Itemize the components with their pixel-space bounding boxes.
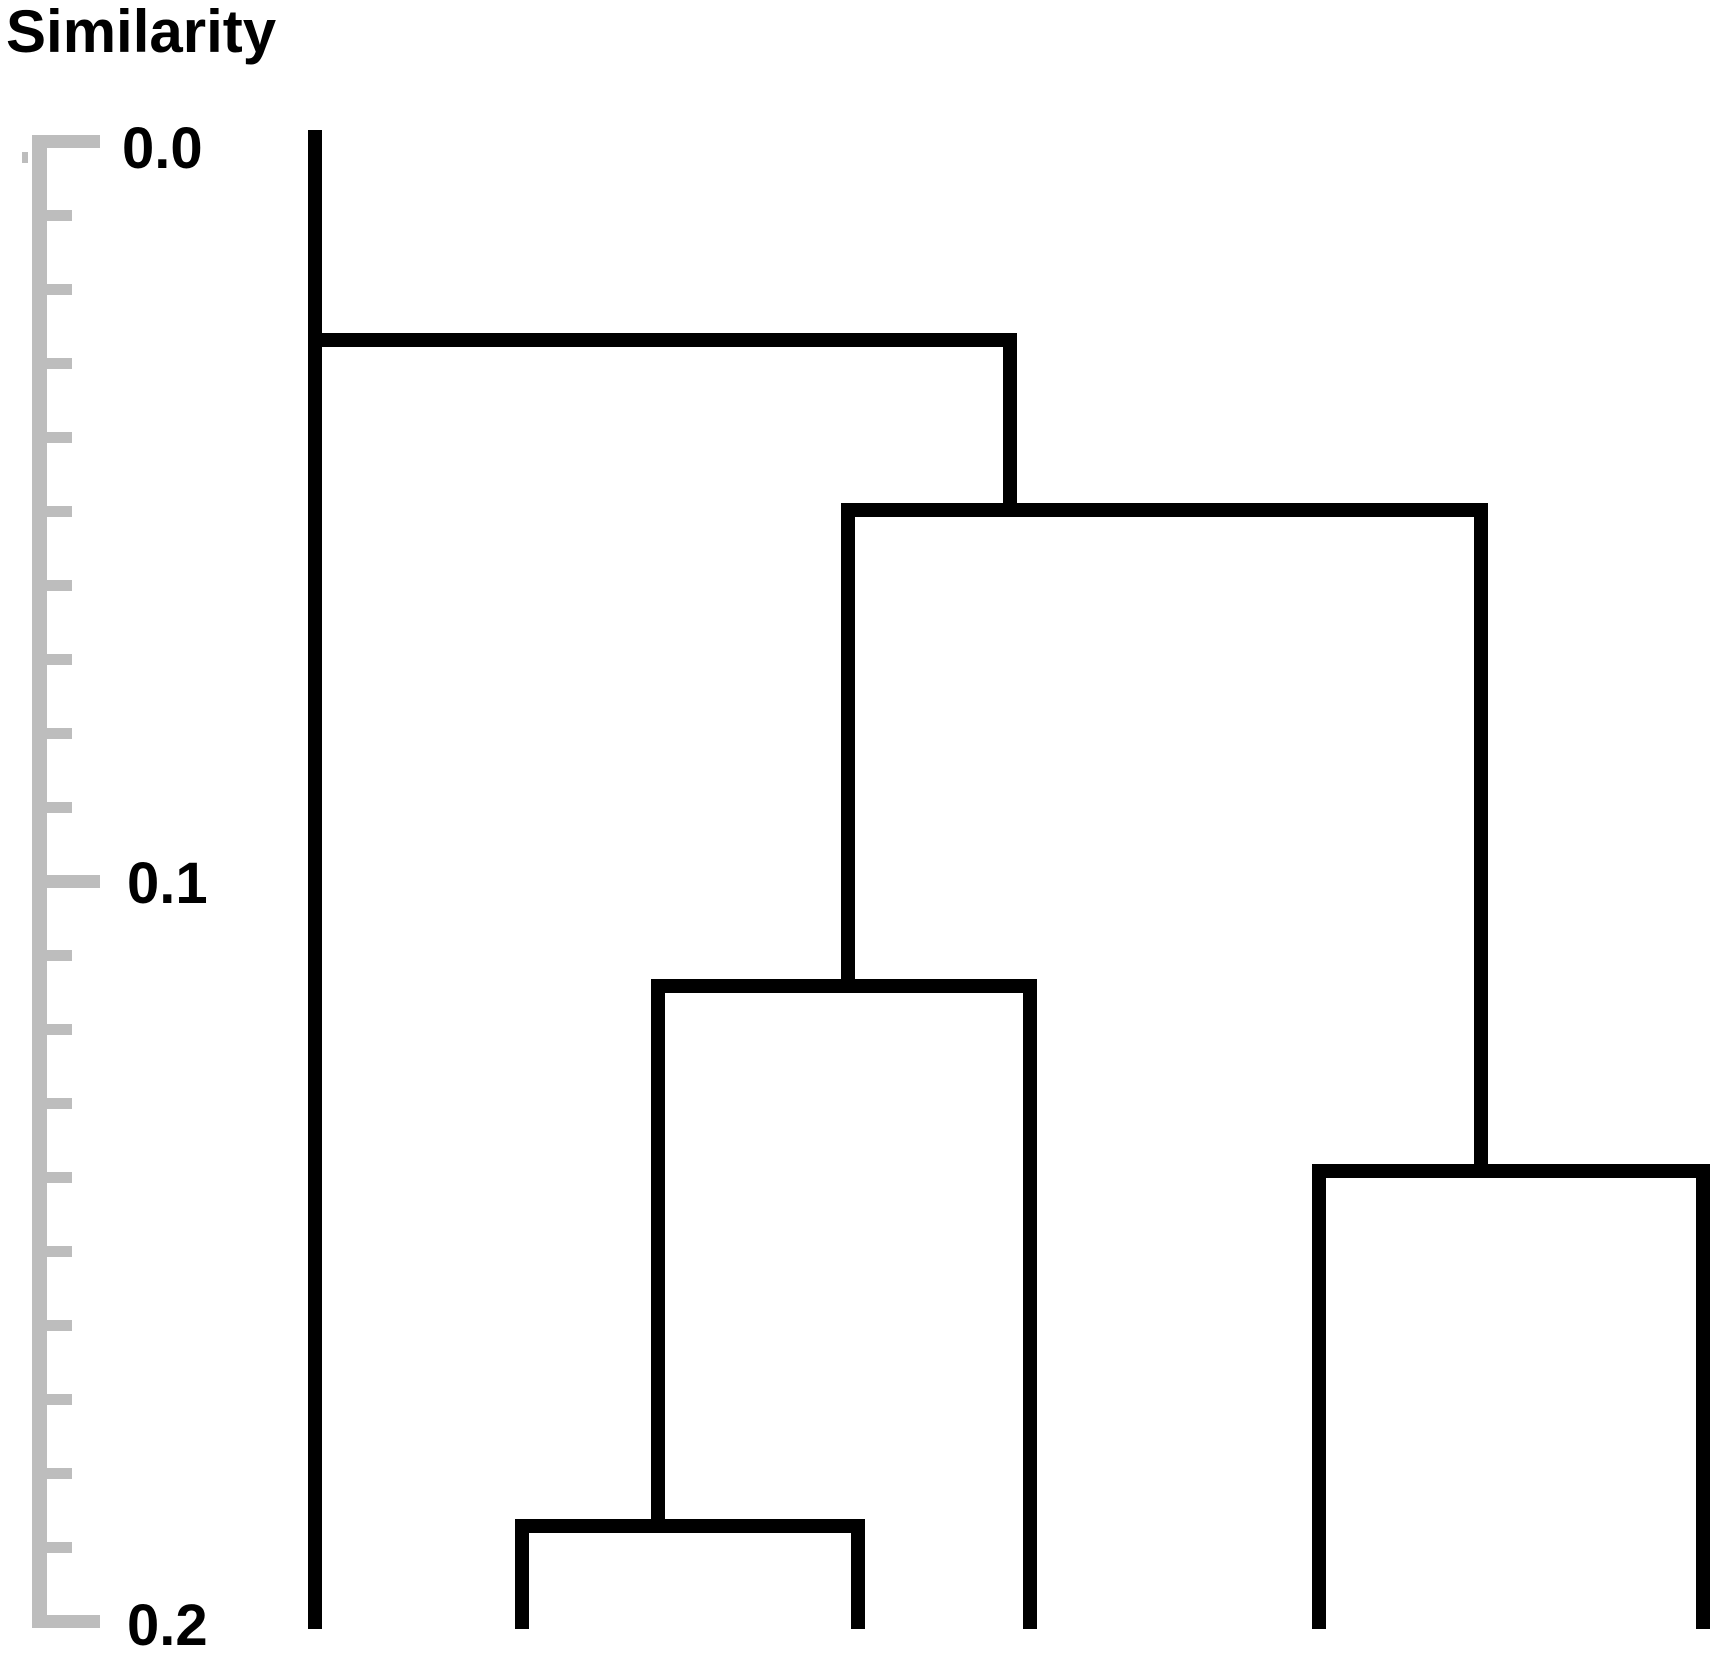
scale-bar-minor-tick: [32, 950, 72, 961]
scale-bar-minor-tick: [32, 1468, 72, 1479]
scale-bar-minor-tick: [32, 432, 72, 443]
scale-bar-major-tick: [32, 875, 100, 888]
scale-bar-minor-tick: [32, 210, 72, 221]
axis-title: Similarity: [6, 0, 277, 65]
dendrogram-branch-horizontal: [1312, 1164, 1710, 1178]
scale-bar-minor-tick: [32, 802, 72, 813]
dendrogram-branch-vertical: [851, 1519, 865, 1629]
scale-bar-minor-tick: [32, 1246, 72, 1257]
dendrogram-branch-horizontal: [651, 979, 1037, 993]
scale-bar-major-tick: [32, 1615, 100, 1628]
scale-bar-minor-tick: [32, 580, 72, 591]
scale-bar-minor-tick: [32, 728, 72, 739]
dendrogram-branch-vertical: [308, 130, 322, 1629]
scale-bar-major-tick: [32, 135, 100, 148]
scale-bar-minor-tick: [32, 654, 72, 665]
dendrogram-branch-vertical: [1474, 503, 1488, 1178]
dendrogram-branch-vertical: [1023, 979, 1037, 1629]
scale-bar-minor-tick: [32, 1024, 72, 1035]
axis-tick-label: 0.2: [127, 1593, 208, 1658]
dendrogram-branch-vertical: [1696, 1164, 1710, 1629]
dendrogram-branch-vertical: [651, 979, 665, 1533]
dendrogram-branch-horizontal: [308, 333, 1017, 347]
scale-bar-left-notch: [22, 152, 28, 163]
dendrogram-branch-horizontal: [515, 1519, 865, 1533]
dendrogram-branch-vertical: [1003, 333, 1017, 517]
scale-bar-minor-tick: [32, 506, 72, 517]
scale-bar-minor-tick: [32, 1394, 72, 1405]
dendrogram-branch-vertical: [1312, 1164, 1326, 1629]
scale-bar-minor-tick: [32, 1320, 72, 1331]
dendrogram-branch-horizontal: [841, 503, 1488, 517]
scale-bar-minor-tick: [32, 1172, 72, 1183]
axis-tick-label: 0.0: [122, 116, 203, 181]
scale-bar-minor-tick: [32, 284, 72, 295]
scale-bar-minor-tick: [32, 1542, 72, 1553]
scale-bar-minor-tick: [32, 358, 72, 369]
dendrogram-branch-vertical: [841, 503, 855, 993]
dendrogram-branch-vertical: [515, 1519, 529, 1629]
scale-bar-minor-tick: [32, 1098, 72, 1109]
axis-tick-label: 0.1: [127, 851, 208, 916]
